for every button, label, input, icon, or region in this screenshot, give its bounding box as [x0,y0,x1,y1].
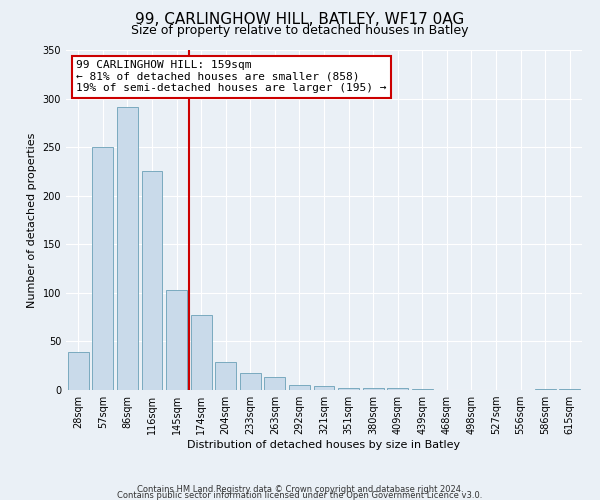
Bar [117,108,138,390]
Bar [215,362,236,390]
Text: 99 CARLINGHOW HILL: 159sqm
← 81% of detached houses are smaller (858)
19% of sem: 99 CARLINGHOW HILL: 159sqm ← 81% of deta… [76,60,387,94]
Bar [92,147,113,390]
Bar [289,385,310,390]
Y-axis label: Number of detached properties: Number of detached properties [27,132,37,308]
Bar [559,389,580,390]
Bar [362,388,383,390]
Bar [314,386,334,390]
Bar [387,388,408,390]
Bar [240,372,261,390]
Text: Size of property relative to detached houses in Batley: Size of property relative to detached ho… [131,24,469,37]
Bar [68,352,89,390]
X-axis label: Distribution of detached houses by size in Batley: Distribution of detached houses by size … [187,440,461,450]
Bar [338,388,359,390]
Bar [166,290,187,390]
Bar [142,172,163,390]
Bar [535,389,556,390]
Bar [412,389,433,390]
Text: Contains public sector information licensed under the Open Government Licence v3: Contains public sector information licen… [118,490,482,500]
Text: Contains HM Land Registry data © Crown copyright and database right 2024.: Contains HM Land Registry data © Crown c… [137,484,463,494]
Text: 99, CARLINGHOW HILL, BATLEY, WF17 0AG: 99, CARLINGHOW HILL, BATLEY, WF17 0AG [136,12,464,28]
Bar [265,378,286,390]
Bar [191,315,212,390]
